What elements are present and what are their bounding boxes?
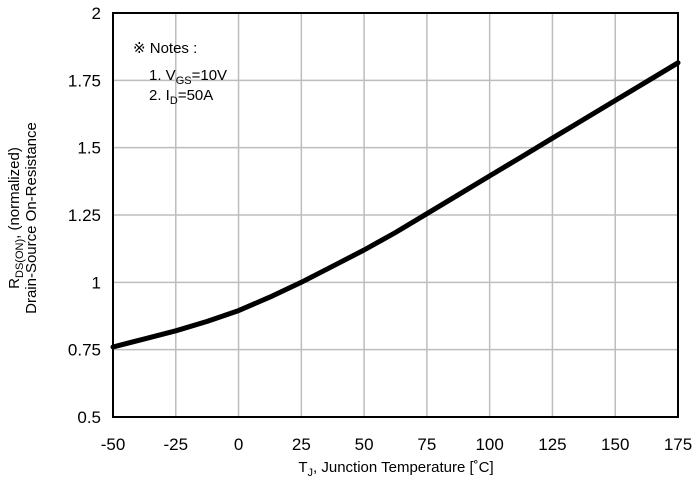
notes-box: ※ Notes : 1. VGS=10V 2. ID=50A bbox=[133, 40, 227, 107]
y-tick-label: 2 bbox=[92, 4, 101, 23]
note-id: 2. ID=50A bbox=[149, 87, 213, 107]
y-tick-label: 0.75 bbox=[68, 341, 101, 360]
x-tick-label: 75 bbox=[417, 435, 436, 454]
y-tick-label: 1.5 bbox=[77, 139, 101, 158]
y-axis-label: RDS(ON), (normalized) Drain-Source On-Re… bbox=[6, 122, 40, 314]
series-line bbox=[110, 60, 681, 350]
y-axis-label-line2: Drain-Source On-Resistance bbox=[23, 122, 40, 314]
x-tick-label: 150 bbox=[601, 435, 629, 454]
y-axis-label-line1: RDS(ON), (normalized) bbox=[6, 147, 26, 289]
x-tick-label: 100 bbox=[475, 435, 503, 454]
tick-labels: -50 -25 0 25 50 75 100 125 150 175 0.5 0.75 1 1.25 1.5… bbox=[68, 4, 692, 454]
note-vgs: 1. VGS=10V bbox=[149, 67, 227, 87]
x-axis-label: TJ, Junction Temperature [˚C] bbox=[298, 459, 493, 479]
plot-frame bbox=[112, 12, 679, 418]
x-tick-label: 175 bbox=[664, 435, 692, 454]
x-tick-label: 0 bbox=[234, 435, 243, 454]
y-tick-label: 1.25 bbox=[68, 206, 101, 225]
series-layer bbox=[110, 60, 681, 350]
y-tick-label: 1.75 bbox=[68, 71, 101, 90]
notes-title: ※ Notes : bbox=[133, 40, 197, 57]
x-tick-label: -25 bbox=[163, 435, 188, 454]
y-tick-label: 1 bbox=[92, 273, 101, 292]
x-tick-label: 50 bbox=[355, 435, 374, 454]
x-tick-label: -50 bbox=[101, 435, 126, 454]
x-tick-label: 125 bbox=[538, 435, 566, 454]
x-tick-label: 25 bbox=[292, 435, 311, 454]
y-tick-label: 0.5 bbox=[77, 408, 101, 427]
